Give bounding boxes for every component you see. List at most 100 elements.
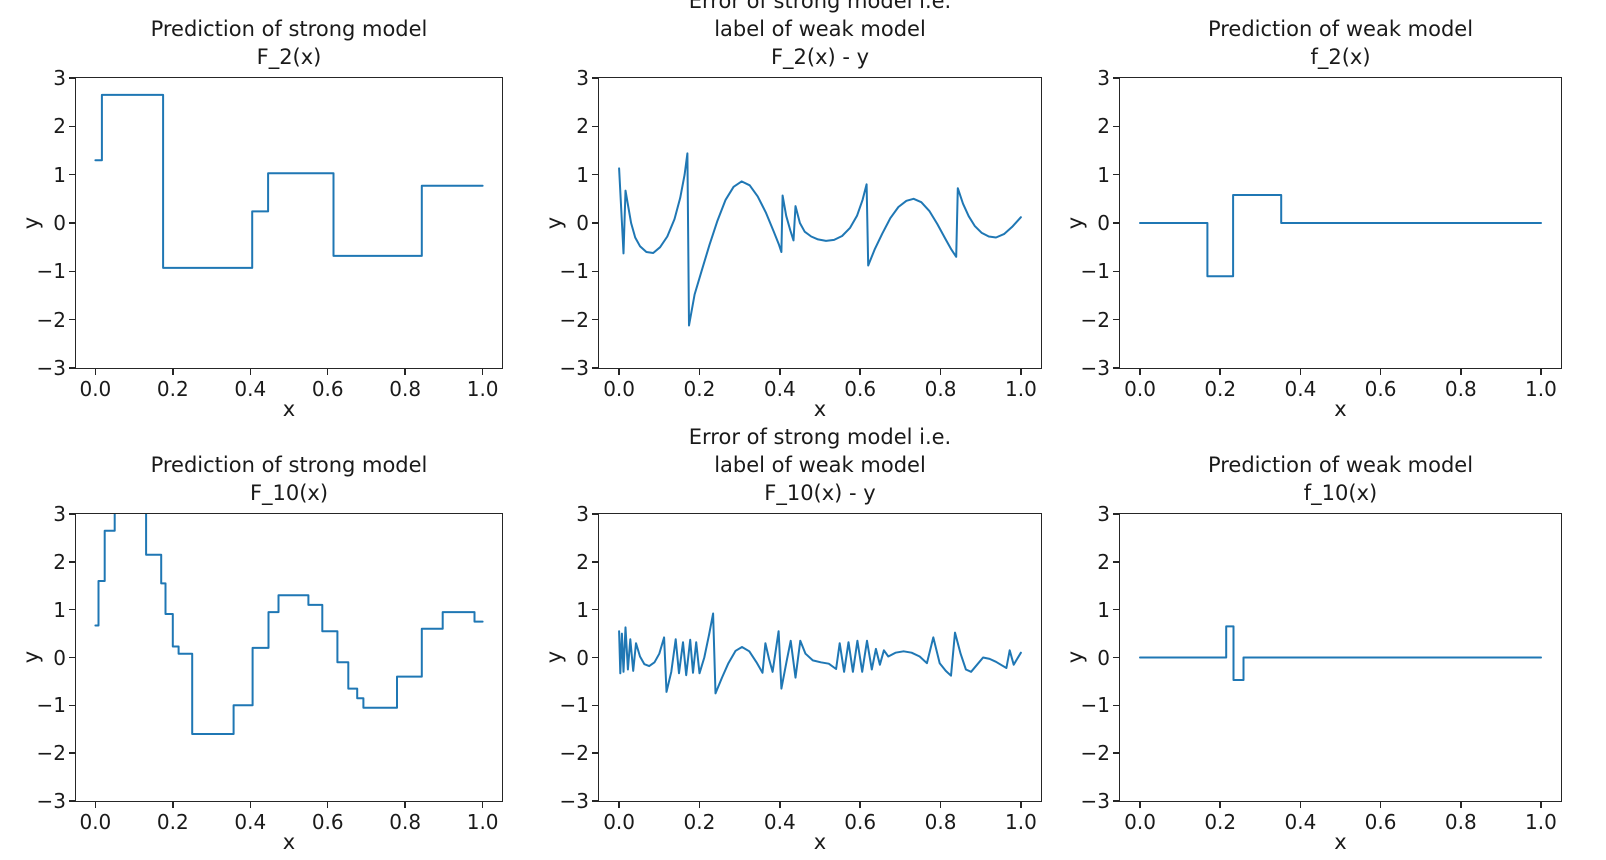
y-tick-mark xyxy=(1113,704,1120,707)
y-tick-label: 0 xyxy=(1097,211,1110,235)
plot-area: 0.0 0.2 0.4 0.6 0.8 1.0 −3 −2 −1 0 1 2 3 xyxy=(37,66,503,401)
y-tick-label: −1 xyxy=(36,259,66,284)
plot-area: 0.0 0.2 0.4 0.6 0.8 1.0 −3 −2 −1 0 1 2 3 xyxy=(37,502,503,834)
x-tick-mark xyxy=(1020,368,1022,375)
y-tick-mark xyxy=(1113,752,1120,754)
y-tick-label: 1 xyxy=(1097,162,1110,187)
y-tick-mark xyxy=(1113,561,1120,563)
x-tick-label: 0.4 xyxy=(1284,377,1317,401)
x-tick-mark xyxy=(404,801,406,808)
y-tick-mark xyxy=(592,270,599,273)
line-series xyxy=(618,612,1022,695)
x-tick-label: 0.0 xyxy=(1124,377,1156,401)
y-tick-mark xyxy=(69,608,76,611)
x-tick-label: 0.8 xyxy=(924,377,957,401)
y-tick-label: 3 xyxy=(576,66,589,90)
y-tick-mark xyxy=(1113,318,1120,321)
x-tick-label: 0.6 xyxy=(311,810,344,834)
x-tick-mark xyxy=(939,368,942,375)
x-tick-mark xyxy=(859,801,861,808)
y-tick-label: 2 xyxy=(576,549,589,574)
plot-title: Prediction of strong model F_2(x) xyxy=(150,17,428,69)
x-tick-label: 1.0 xyxy=(1005,377,1037,401)
x-tick-label: 0.0 xyxy=(603,810,635,834)
x-tick-mark xyxy=(1379,368,1382,375)
line-series xyxy=(1139,625,1542,681)
x-tick-label: 0.4 xyxy=(763,810,796,834)
y-tick-label: 1 xyxy=(53,162,66,187)
y-tick-mark xyxy=(69,222,76,224)
y-tick-mark xyxy=(592,222,599,224)
x-tick-label: 0.8 xyxy=(389,810,422,834)
y-tick-label: −1 xyxy=(559,259,589,284)
y-tick-label: −1 xyxy=(1080,693,1110,718)
x-tick-label: 0.2 xyxy=(1204,810,1237,834)
y-tick-label: 0 xyxy=(1097,645,1110,670)
x-axis-label: x xyxy=(282,397,296,421)
y-tick-mark xyxy=(592,125,599,128)
line-series xyxy=(1139,194,1542,278)
y-axis-label: y xyxy=(1063,216,1087,230)
y-tick-label: −2 xyxy=(559,741,589,766)
y-tick-mark xyxy=(592,77,599,79)
x-tick-mark xyxy=(1540,801,1542,808)
x-tick-mark xyxy=(779,368,781,375)
series-line xyxy=(94,509,484,735)
y-tick-label: 3 xyxy=(53,502,66,526)
y-tick-mark xyxy=(69,173,76,176)
series-line xyxy=(618,612,1022,695)
series-line xyxy=(94,93,484,269)
x-tick-mark xyxy=(1020,801,1022,808)
x-tick-mark xyxy=(1460,368,1462,375)
x-tick-label: 0.6 xyxy=(1364,810,1397,834)
y-tick-label: −2 xyxy=(1080,741,1110,766)
y-tick-mark xyxy=(592,608,599,611)
y-tick-mark xyxy=(1113,656,1120,659)
x-tick-label: 0.8 xyxy=(389,377,422,401)
x-tick-label: 0.0 xyxy=(1124,810,1156,834)
y-tick-mark xyxy=(1113,77,1120,79)
y-tick-label: −3 xyxy=(559,356,589,380)
x-tick-mark xyxy=(1540,368,1542,375)
x-tick-label: 0.0 xyxy=(603,377,635,401)
x-tick-mark xyxy=(249,368,252,375)
x-tick-label: 1.0 xyxy=(466,810,499,834)
x-tick-label: 0.6 xyxy=(311,377,344,401)
series-line xyxy=(1139,194,1542,278)
y-axis-label: y xyxy=(1063,650,1087,664)
x-tick-mark xyxy=(94,368,97,375)
line-series xyxy=(94,93,484,269)
y-tick-label: 2 xyxy=(53,549,66,574)
y-tick-mark xyxy=(1113,367,1120,369)
x-tick-label: 1.0 xyxy=(1525,377,1557,401)
y-tick-label: 2 xyxy=(576,114,589,139)
x-tick-label: 0.6 xyxy=(844,810,877,834)
y-axis-label: y xyxy=(542,216,566,230)
y-tick-mark xyxy=(1113,608,1120,611)
y-tick-label: −2 xyxy=(36,307,66,332)
x-tick-mark xyxy=(1219,801,1221,808)
x-tick-mark xyxy=(618,801,620,808)
x-tick-mark xyxy=(1139,368,1141,375)
x-axis-label: x xyxy=(813,397,827,421)
x-tick-mark xyxy=(698,801,701,808)
y-tick-mark xyxy=(592,704,599,707)
x-tick-label: 0.2 xyxy=(156,810,189,834)
y-tick-label: 3 xyxy=(1097,66,1110,90)
y-tick-mark xyxy=(69,704,76,707)
y-tick-label: −3 xyxy=(559,789,589,813)
x-tick-label: 0.2 xyxy=(683,810,716,834)
series-line xyxy=(1139,625,1542,681)
y-tick-label: 1 xyxy=(1097,597,1110,622)
x-tick-label: 1.0 xyxy=(1525,810,1557,834)
x-tick-label: 0.0 xyxy=(79,810,112,834)
y-axis-label: y xyxy=(542,650,566,664)
x-tick-mark xyxy=(481,368,484,375)
x-tick-label: 1.0 xyxy=(466,377,499,401)
y-tick-mark xyxy=(592,173,599,176)
y-tick-label: −2 xyxy=(1080,307,1110,332)
x-tick-label: 0.4 xyxy=(763,377,796,401)
y-tick-label: 0 xyxy=(53,211,66,235)
